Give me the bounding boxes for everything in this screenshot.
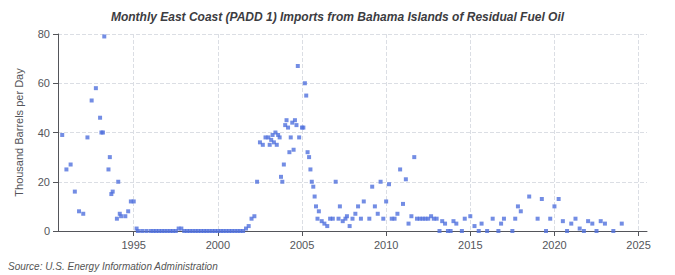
svg-text:Source: U.S. Energy Informatio: Source: U.S. Energy Information Administ… [8,261,218,272]
svg-text:20: 20 [38,176,50,188]
svg-text:2010: 2010 [374,239,398,251]
svg-text:Thousand Barrels per Day: Thousand Barrels per Day [13,68,25,197]
svg-text:1995: 1995 [121,239,145,251]
svg-text:80: 80 [38,28,50,40]
svg-text:2015: 2015 [458,239,482,251]
svg-text:Monthly East Coast (PADD 1) Im: Monthly East Coast (PADD 1) Imports from… [111,10,565,24]
svg-text:2025: 2025 [626,239,650,251]
svg-text:2005: 2005 [290,239,314,251]
svg-text:2020: 2020 [542,239,566,251]
svg-text:40: 40 [38,127,50,139]
svg-text:2000: 2000 [206,239,230,251]
svg-text:60: 60 [38,77,50,89]
svg-text:0: 0 [44,225,50,237]
